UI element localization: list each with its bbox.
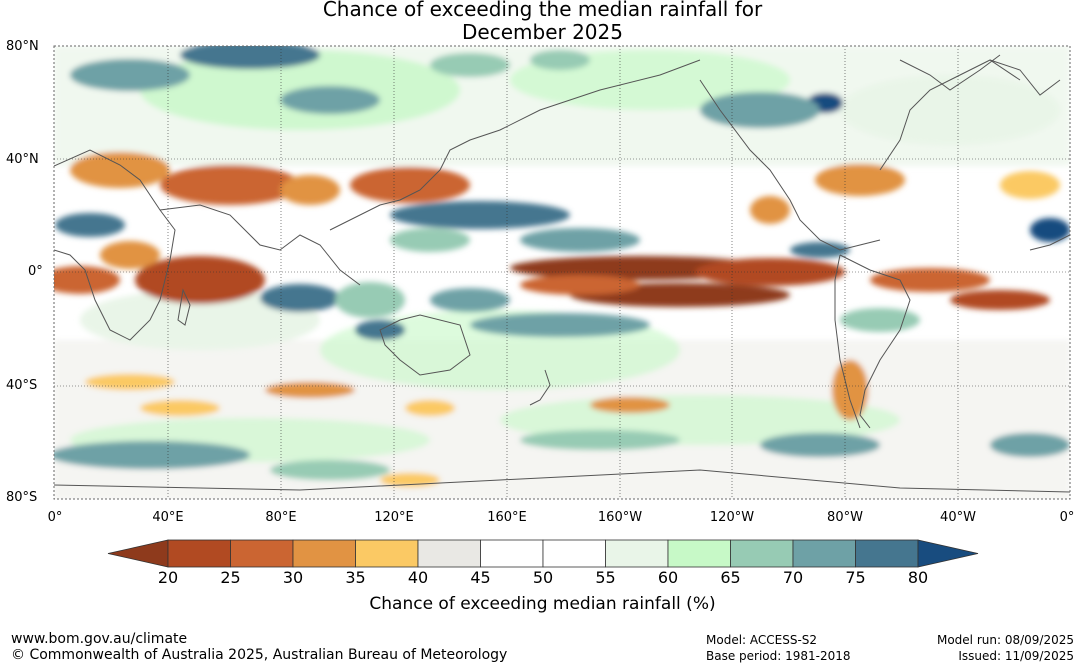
colorbar [107, 539, 979, 568]
coastlines [54, 54, 1070, 493]
lon-label-160w: 160°W [597, 510, 643, 525]
colorbar-tick-label: 30 [282, 568, 304, 587]
colorbar-bin [667, 539, 731, 568]
footer-issued: Issued: 11/09/2025 [958, 649, 1074, 663]
gridlines [54, 46, 1070, 499]
colorbar-tick-label: 20 [157, 568, 179, 587]
lat-label-80n: 80°N [6, 39, 39, 54]
lon-label-120w: 120°W [709, 510, 755, 525]
colorbar-extend-low [107, 539, 169, 568]
colorbar-bin [605, 539, 669, 568]
footer-model: Model: ACCESS-S2 [706, 633, 818, 647]
map-frame [53, 45, 1071, 500]
footer-copyright: © Commonwealth of Australia 2025, Austra… [11, 647, 508, 663]
colorbar-label: Chance of exceeding median rainfall (%) [369, 594, 716, 614]
footer-model-run: Model run: 08/09/2025 [936, 633, 1074, 647]
lon-label-80e: 80°E [265, 510, 297, 525]
map-title-line1: Chance of exceeding the median rainfall … [322, 0, 763, 21]
lon-label-160e: 160°E [487, 510, 527, 525]
lat-label-0: 0° [28, 264, 43, 279]
lon-label-80w: 80°W [827, 510, 863, 525]
lon-label-40e: 40°E [152, 510, 184, 525]
colorbar-tick-label: 75 [845, 568, 866, 587]
map-title-line2: December 2025 [462, 20, 623, 44]
colorbar-bin [167, 539, 231, 568]
colorbar-tick-label: 45 [470, 568, 491, 587]
colorbar-tick-label: 65 [720, 568, 741, 587]
colorbar-bin [542, 539, 606, 568]
colorbar-tick-label: 35 [345, 568, 366, 587]
lon-label-0-east: 0° [1059, 510, 1075, 525]
colorbar-bin [480, 539, 544, 568]
lat-label-40n: 40°N [6, 152, 39, 167]
colorbar-bin [355, 539, 419, 568]
colorbar-tick-label: 60 [657, 568, 679, 587]
colorbar-tick-label: 50 [532, 568, 554, 587]
colorbar-bin [292, 539, 356, 568]
lon-label-120e: 120°E [374, 510, 414, 525]
colorbar-bin [792, 539, 856, 568]
lon-label-0: 0° [47, 510, 63, 525]
lat-label-80s: 80°S [6, 490, 38, 505]
lon-label-40w: 40°W [940, 510, 976, 525]
colorbar-tick-label: 25 [220, 568, 241, 587]
lat-label-40s: 40°S [6, 378, 38, 393]
footer-website: www.bom.gov.au/climate [11, 631, 188, 647]
colorbar-bin [855, 539, 919, 568]
footer-base-period: Base period: 1981-2018 [706, 649, 851, 663]
colorbar-bin [417, 539, 481, 568]
colorbar-bin [230, 539, 294, 568]
colorbar-tick-label: 80 [907, 568, 929, 587]
colorbar-extend-high [917, 539, 979, 568]
colorbar-tick-label: 70 [782, 568, 804, 587]
colorbar-tick-label: 40 [407, 568, 429, 587]
colorbar-tick-label: 55 [595, 568, 616, 587]
colorbar-bin [730, 539, 794, 568]
probability-field [54, 46, 1070, 499]
